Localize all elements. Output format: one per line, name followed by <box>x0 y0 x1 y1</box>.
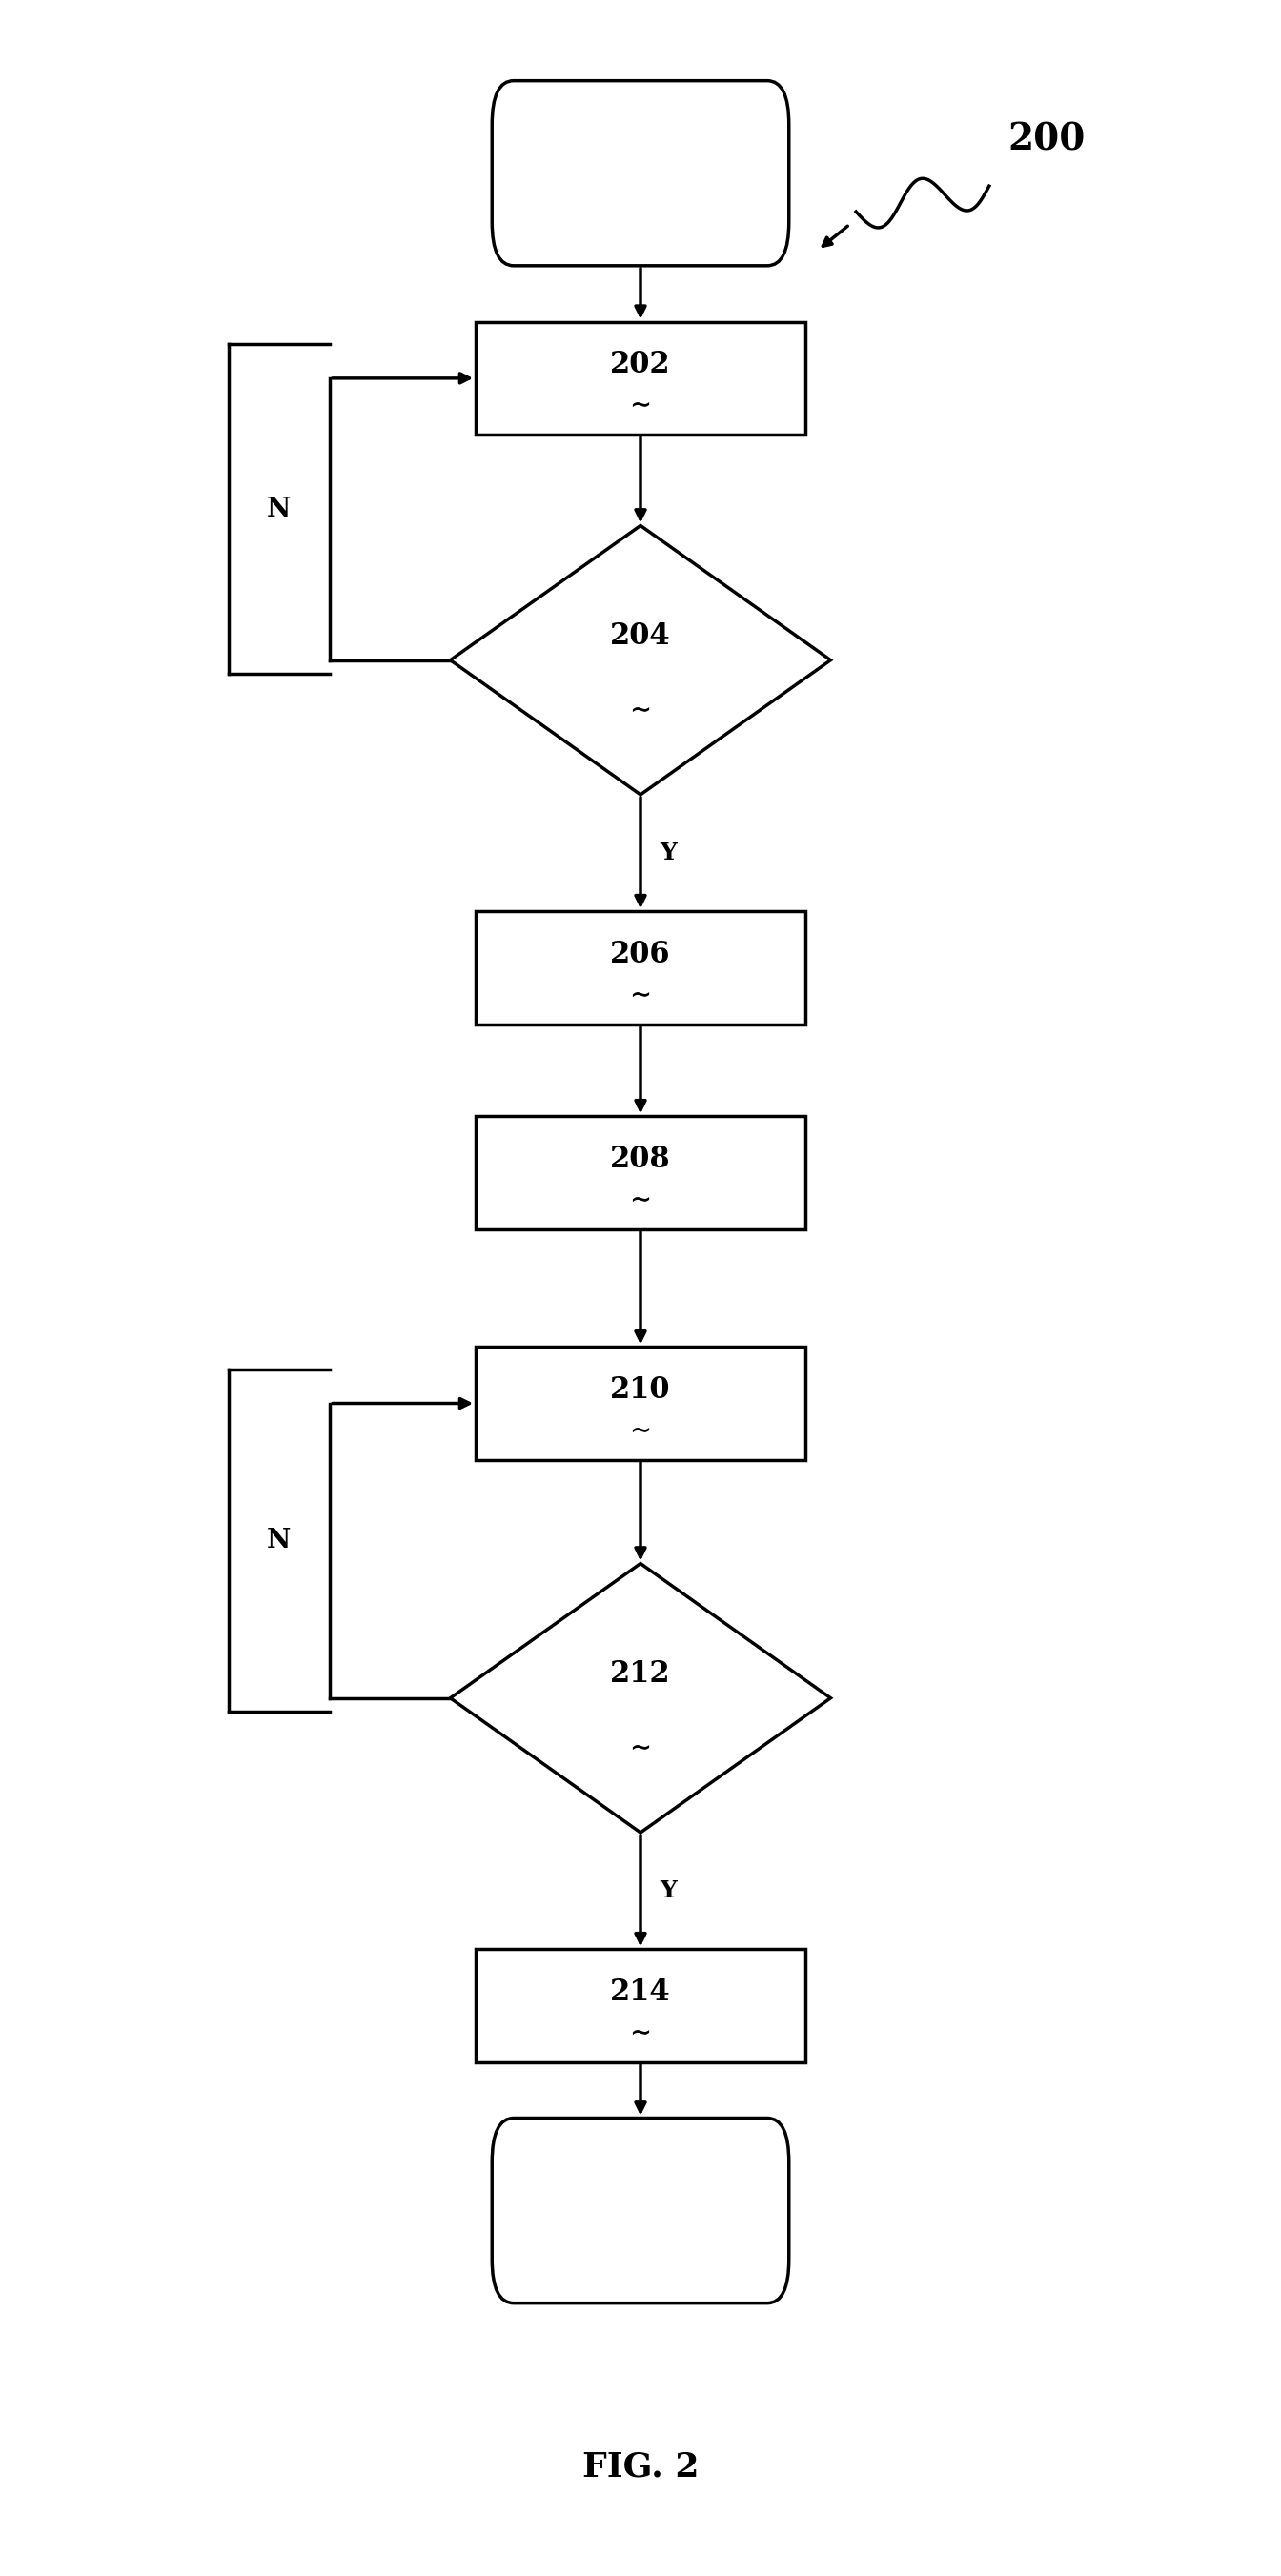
Text: 202: 202 <box>610 350 671 379</box>
Text: 206: 206 <box>610 940 671 969</box>
Text: ∼: ∼ <box>629 2022 652 2045</box>
FancyBboxPatch shape <box>492 80 789 265</box>
Text: 200: 200 <box>1007 121 1085 157</box>
Text: ∼: ∼ <box>629 1736 652 1762</box>
Bar <box>475 1950 806 2061</box>
Polygon shape <box>451 526 830 793</box>
Text: N: N <box>268 1528 291 1553</box>
Polygon shape <box>451 1564 830 1832</box>
Text: ∼: ∼ <box>629 394 652 420</box>
Text: ∼: ∼ <box>629 1188 652 1213</box>
Text: Y: Y <box>660 1880 676 1901</box>
Text: 212: 212 <box>610 1659 671 1690</box>
Text: ∼: ∼ <box>629 1419 652 1445</box>
Text: 208: 208 <box>610 1144 671 1175</box>
Text: N: N <box>268 497 291 523</box>
Text: 214: 214 <box>610 1978 671 2007</box>
Bar <box>475 912 806 1025</box>
Text: 204: 204 <box>610 621 671 652</box>
Bar <box>475 322 806 435</box>
Text: 210: 210 <box>610 1376 671 1404</box>
FancyBboxPatch shape <box>492 2117 789 2303</box>
Text: ∼: ∼ <box>629 698 652 724</box>
Text: Y: Y <box>660 842 676 866</box>
Bar <box>475 1347 806 1461</box>
Text: ∼: ∼ <box>629 984 652 1010</box>
Text: FIG. 2: FIG. 2 <box>582 2450 699 2483</box>
Bar <box>475 1115 806 1229</box>
